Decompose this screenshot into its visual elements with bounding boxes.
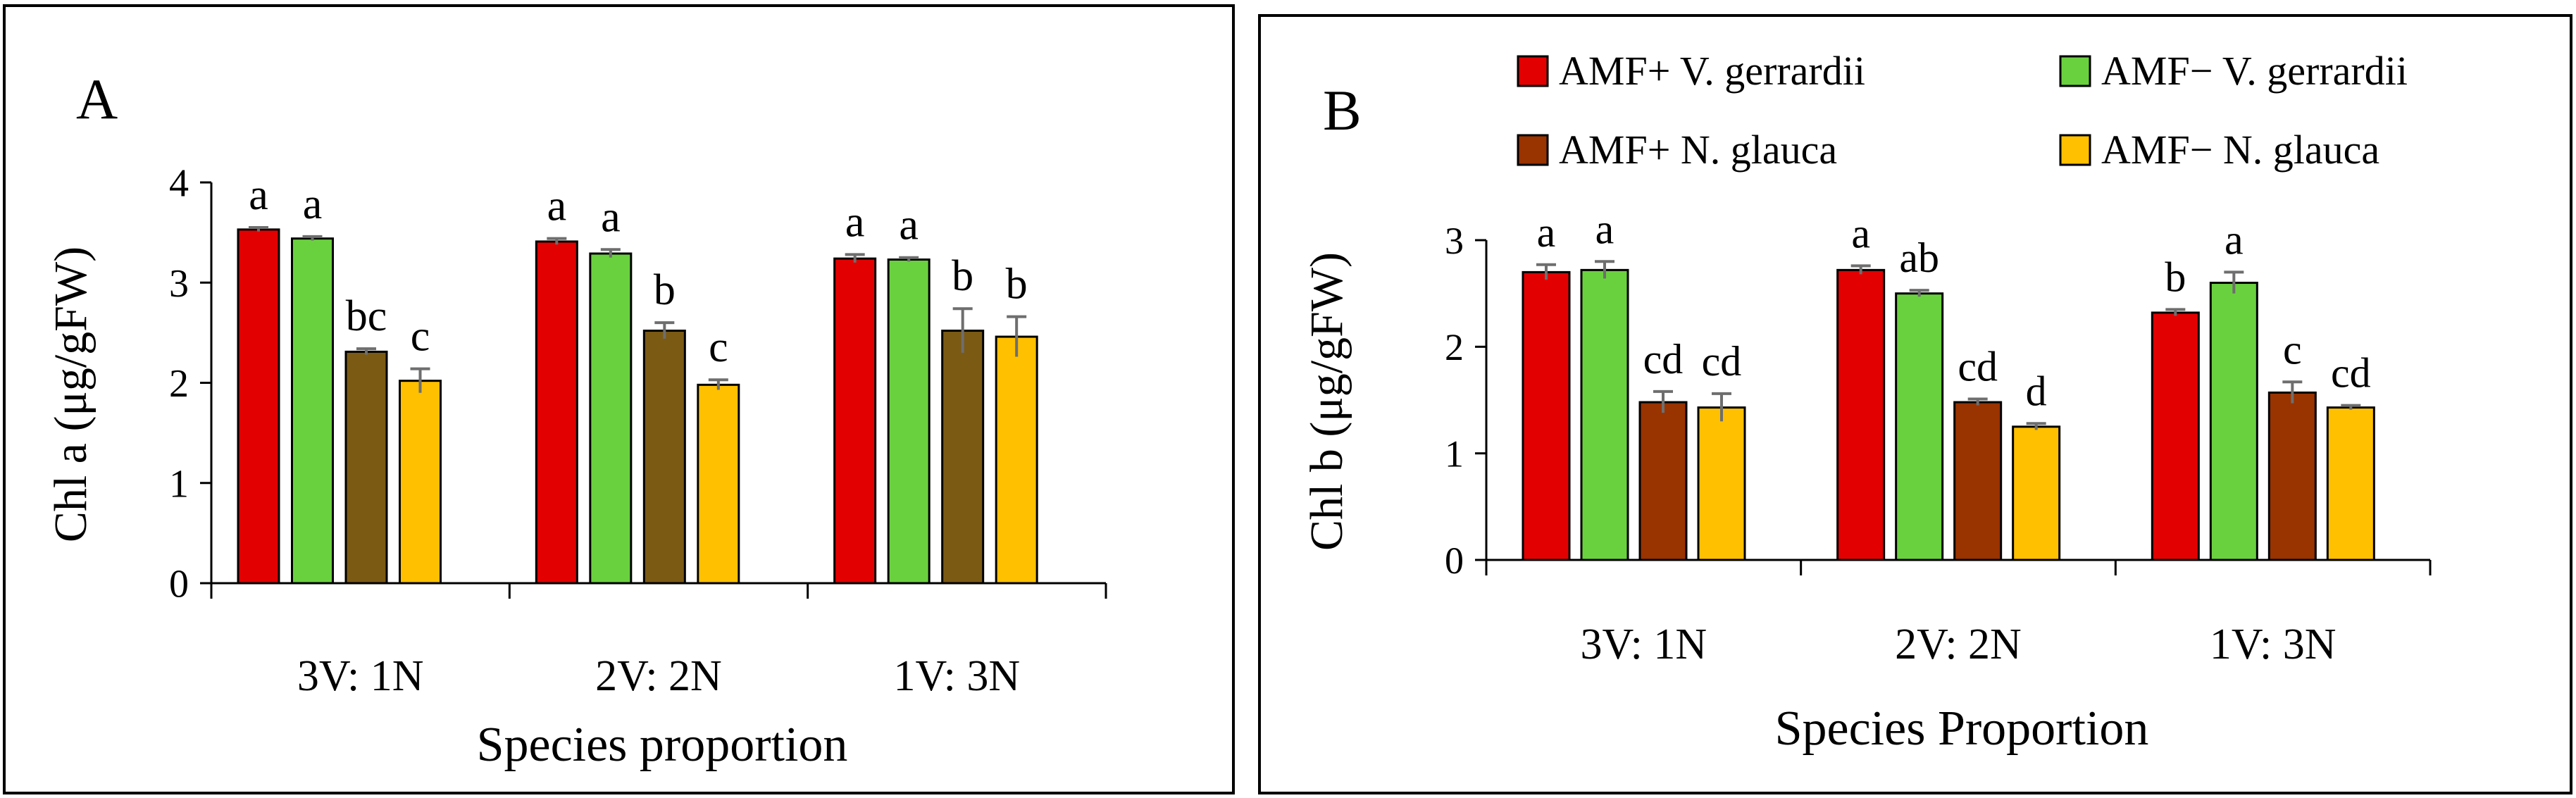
- significance-letter: a: [899, 201, 919, 249]
- significance-letter: c: [709, 323, 728, 371]
- significance-letter: a: [303, 180, 323, 228]
- panel-a-y-axis-label: Chl a (μg/gFW): [45, 247, 97, 542]
- legend-swatch: [1517, 55, 1549, 87]
- significance-letter: d: [2026, 368, 2047, 414]
- significance-letter: a: [547, 182, 567, 230]
- significance-letter: b: [654, 266, 676, 314]
- significance-letter: cd: [1958, 343, 1998, 389]
- significance-letter: c: [411, 313, 430, 361]
- significance-letter: cd: [1702, 338, 1742, 385]
- y-tick-label: 3: [1445, 220, 1464, 262]
- significance-letter: a: [1851, 210, 1870, 256]
- bar: [1522, 270, 1571, 561]
- bar: [291, 237, 334, 585]
- significance-letter: a: [249, 171, 268, 219]
- bar: [995, 335, 1038, 585]
- x-category-label: 1V: 3N: [2210, 621, 2337, 668]
- x-category-label: 2V: 2N: [1895, 621, 2022, 668]
- y-tick-label: 2: [1445, 326, 1464, 368]
- bar: [833, 257, 877, 585]
- x-category-label: 3V: 1N: [1580, 621, 1707, 668]
- bar: [344, 350, 388, 585]
- panel-b-x-axis-label: Species Proportion: [1775, 702, 2149, 756]
- x-category-label: 3V: 1N: [297, 652, 424, 700]
- bar: [2012, 425, 2061, 561]
- bar: [1697, 406, 1746, 561]
- significance-letter: b: [2165, 254, 2186, 300]
- bar: [2267, 391, 2317, 561]
- legend-label: AMF− N. glauca: [2101, 127, 2379, 173]
- panel-a-x-axis-label: Species proportion: [477, 718, 848, 772]
- legend-swatch: [2059, 55, 2091, 87]
- significance-letter: b: [1006, 261, 1028, 308]
- significance-letter: a: [1595, 206, 1614, 252]
- x-category-label: 1V: 3N: [893, 652, 1020, 700]
- significance-letter: ab: [1899, 235, 1939, 281]
- significance-letter: a: [601, 193, 621, 241]
- bar: [535, 240, 578, 585]
- significance-letter: bc: [346, 292, 387, 340]
- bar: [237, 228, 280, 585]
- significance-letter: a: [845, 198, 865, 246]
- bar: [697, 383, 740, 585]
- bar: [887, 258, 931, 585]
- bar: [1836, 268, 1886, 561]
- significance-letter: c: [2283, 326, 2302, 373]
- legend-label: AMF+ V. gerrardii: [1559, 48, 1865, 94]
- significance-letter: a: [2225, 216, 2244, 263]
- y-tick-label: 4: [169, 162, 189, 206]
- significance-letter: cd: [1643, 336, 1684, 382]
- bar: [399, 380, 442, 585]
- bar: [2151, 311, 2200, 561]
- bar: [589, 252, 633, 585]
- significance-letter: b: [952, 252, 973, 300]
- legend-swatch: [2059, 134, 2091, 166]
- y-tick-label: 2: [169, 362, 189, 406]
- bar: [2209, 282, 2258, 561]
- bar: [1953, 401, 2003, 561]
- y-tick-label: 3: [169, 262, 189, 306]
- y-tick-label: 0: [169, 563, 189, 606]
- y-tick-label: 0: [1445, 540, 1464, 582]
- y-tick-label: 1: [1445, 433, 1464, 475]
- legend-swatch: [1517, 134, 1549, 166]
- panel-b-y-axis-label: Chl b (μg/gFW): [1301, 252, 1352, 551]
- panel-a-letter: A: [76, 67, 118, 131]
- significance-letter: cd: [2331, 350, 2371, 397]
- significance-letter: a: [1537, 209, 1556, 256]
- legend-label: AMF+ N. glauca: [1559, 127, 1837, 173]
- bar: [941, 330, 985, 585]
- panel-b-letter: B: [1323, 78, 1362, 142]
- bar: [2326, 406, 2375, 561]
- bar: [1580, 268, 1629, 561]
- panel-b-legend: AMF+ V. gerrardii AMF− V. gerrardii AMF+ N…: [1517, 48, 2408, 173]
- bar: [642, 330, 686, 585]
- bar: [1895, 292, 1944, 561]
- legend-label: AMF− V. gerrardii: [2101, 48, 2408, 94]
- bar: [1638, 401, 1688, 561]
- y-tick-label: 1: [169, 462, 189, 506]
- x-category-label: 2V: 2N: [595, 652, 722, 700]
